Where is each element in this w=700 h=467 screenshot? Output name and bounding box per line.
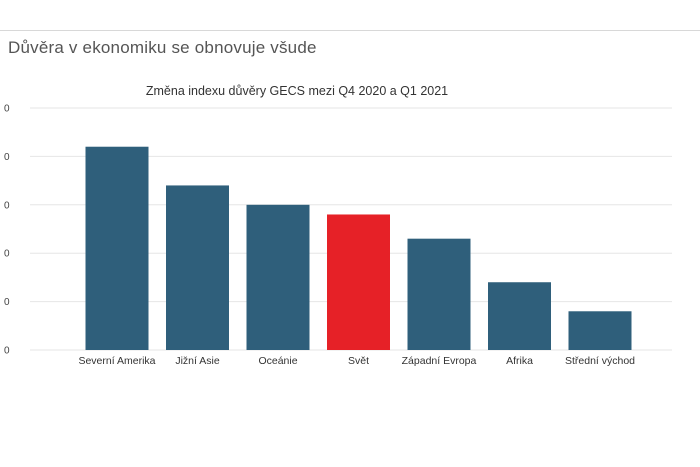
chart-title: Změna indexu důvěry GECS mezi Q4 2020 a … <box>145 84 449 98</box>
x-tick-label: Afrika <box>506 355 533 367</box>
x-tick-label: Oceánie <box>258 355 297 367</box>
top-divider <box>0 30 700 31</box>
x-tick-label: Střední východ <box>565 355 635 367</box>
y-tick-label: 0 <box>4 297 10 308</box>
bar-svět <box>327 214 390 350</box>
bar-severní-amerika <box>85 146 149 350</box>
y-tick-label: 0 <box>4 249 10 260</box>
y-tick-label: 0 <box>4 152 10 163</box>
bar-afrika <box>488 282 551 350</box>
x-tick-label: Západní Evropa <box>402 355 477 367</box>
y-tick-label: 0 <box>4 346 10 357</box>
x-tick-label: Severní Amerika <box>78 355 155 367</box>
y-tick-label: 0 <box>4 200 10 211</box>
bar-západní-evropa <box>407 238 471 350</box>
bar-oceánie <box>246 204 310 350</box>
page-title: Důvěra v ekonomiku se obnovuje všude <box>8 38 317 57</box>
bar-jižní-asie <box>166 185 229 350</box>
y-tick-label: 0 <box>4 104 10 115</box>
x-tick-label: Jižní Asie <box>175 355 220 367</box>
x-tick-label: Svět <box>348 355 369 367</box>
bar-střední-východ <box>568 311 632 350</box>
